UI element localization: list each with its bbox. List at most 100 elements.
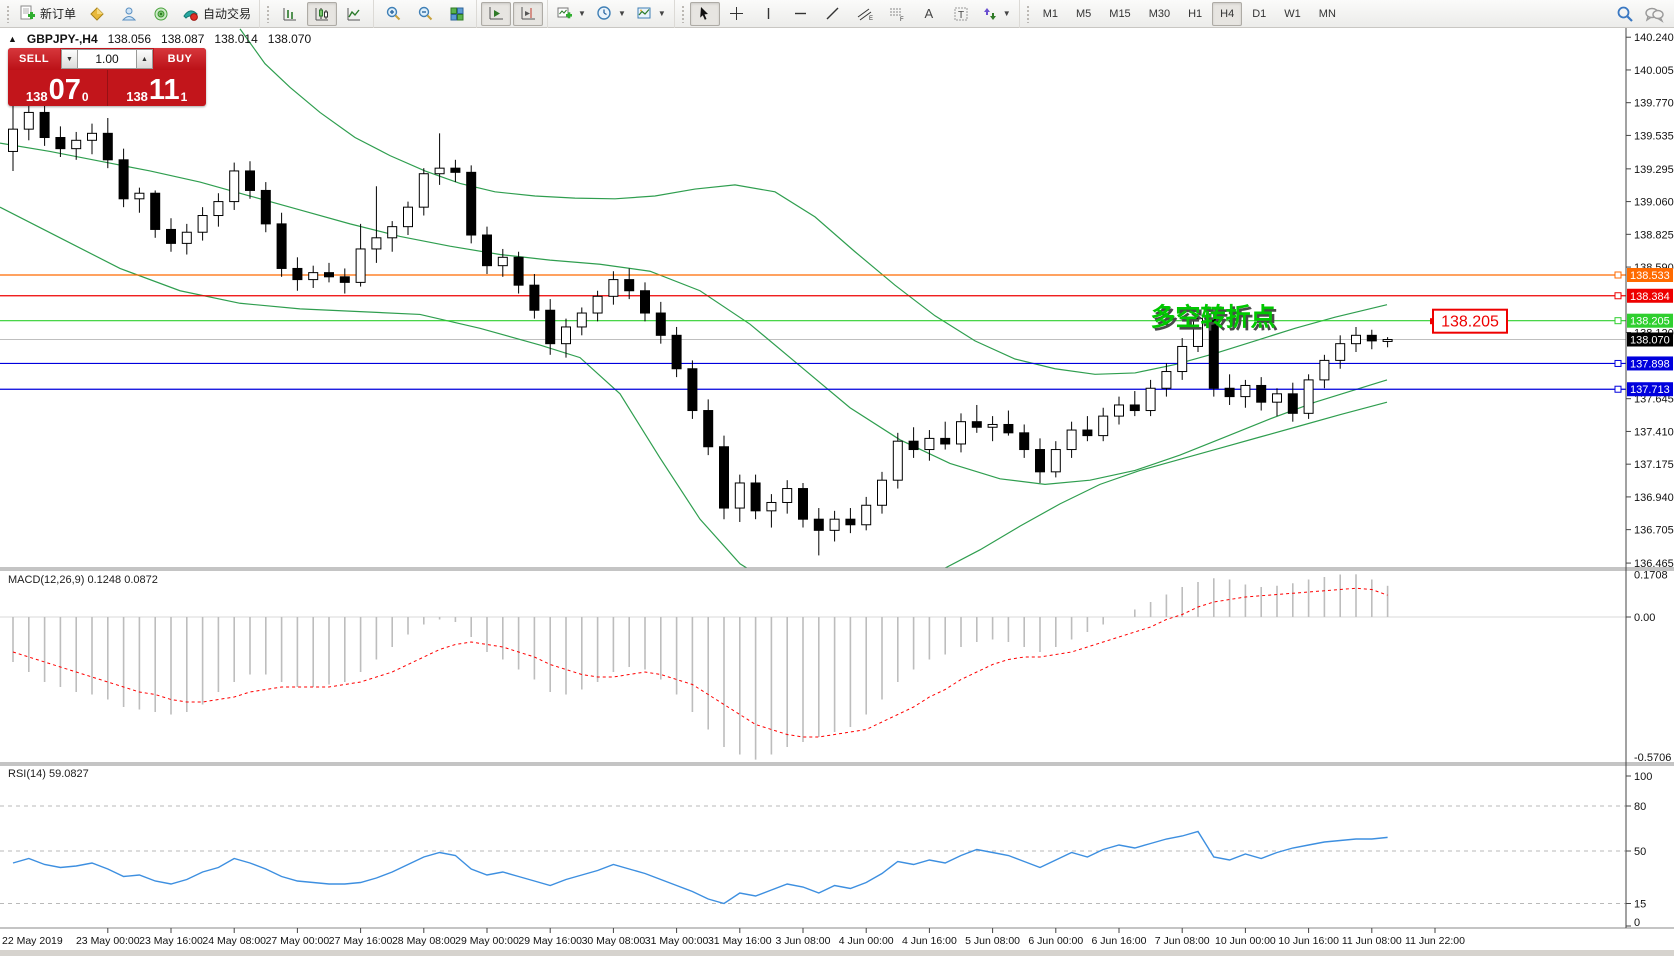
candle	[1319, 359, 1330, 381]
candle	[956, 421, 966, 445]
horizontal-line-button[interactable]	[786, 2, 816, 26]
collapse-triangle-icon[interactable]: ▲	[8, 34, 17, 44]
timeframe-button-d1[interactable]: D1	[1244, 2, 1274, 26]
ask-big-digits: 11	[148, 74, 180, 106]
templates-button[interactable]: ▼	[632, 2, 670, 26]
volume-decrease-button[interactable]: ▼	[61, 49, 78, 69]
line-handle[interactable]	[1614, 359, 1622, 367]
candle	[292, 267, 303, 281]
candle	[118, 159, 129, 200]
level-lines[interactable]	[0, 271, 1626, 393]
candle	[734, 482, 745, 509]
arrows-button[interactable]: ▼	[978, 2, 1015, 26]
candle	[545, 309, 556, 345]
chat-icon[interactable]	[1644, 5, 1664, 23]
periods-button[interactable]: ▼	[592, 2, 630, 26]
candle	[1303, 379, 1314, 414]
vertical-line-button[interactable]	[754, 2, 784, 26]
search-icon[interactable]	[1616, 5, 1634, 23]
indicators-button[interactable]	[82, 2, 112, 26]
line-handle[interactable]	[1614, 385, 1622, 393]
new-chart-button[interactable]: ▼	[552, 2, 590, 26]
candle	[640, 290, 650, 314]
timeframe-label: M1	[1042, 7, 1058, 20]
candle	[260, 189, 271, 225]
text-label-button[interactable]: T	[946, 2, 976, 26]
rsi-title: RSI(14)	[8, 768, 46, 780]
profile-button[interactable]	[114, 2, 144, 26]
candle	[1351, 334, 1361, 345]
zoom-out-icon	[418, 6, 432, 21]
buy-button[interactable]: BUY	[154, 48, 206, 70]
line-handle[interactable]	[1614, 292, 1622, 300]
candle	[8, 128, 18, 152]
candle	[1019, 432, 1030, 451]
candlestick-chart-button[interactable]	[307, 1, 338, 26]
candle	[1177, 345, 1188, 373]
time-axis[interactable]: 22 May 2019 23 May 00:00 23 May 16:00 24 Ma…	[2, 928, 1465, 947]
pane-separators[interactable]	[0, 567, 1674, 929]
timeframe-button-m1[interactable]: M1	[1035, 2, 1066, 26]
price-label-box[interactable]: 138.205	[1430, 308, 1508, 334]
zoom-in-button[interactable]	[378, 2, 408, 26]
timeframe-button-h1[interactable]: H1	[1180, 2, 1210, 26]
line-handle[interactable]	[1614, 271, 1622, 279]
bid-big-digits: 07	[48, 74, 81, 106]
time-label: 4 Jun 00:00	[839, 935, 894, 947]
timeframe-button-m15[interactable]: M15	[1101, 2, 1138, 26]
svg-text:138.205: 138.205	[1630, 316, 1670, 328]
candle	[1161, 371, 1172, 389]
text-button[interactable]: A	[914, 2, 944, 26]
candle	[561, 326, 571, 345]
ohlc-close: 138.070	[267, 32, 312, 46]
volume-input[interactable]: 1.00	[78, 49, 136, 69]
sell-button[interactable]: SELL	[8, 48, 60, 70]
crosshair-icon	[730, 7, 744, 20]
svg-text:138.533: 138.533	[1630, 270, 1670, 282]
line-handle[interactable]	[1614, 317, 1622, 325]
signals-button[interactable]	[146, 2, 176, 26]
bar-chart-icon	[283, 7, 297, 20]
svg-text:0.00: 0.00	[1634, 612, 1655, 624]
bid-price-tile[interactable]: 138 07 0	[8, 70, 108, 106]
autotrading-button[interactable]: 自动交易	[178, 2, 255, 26]
trendline-icon	[826, 7, 839, 20]
cursor-button[interactable]	[689, 1, 720, 26]
timeframe-button-m5[interactable]: M5	[1068, 2, 1099, 26]
bollinger-lower-band	[0, 206, 1388, 568]
new-order-button[interactable]: 新订单	[15, 2, 80, 26]
candle	[324, 272, 334, 278]
svg-text:0.1708: 0.1708	[1634, 569, 1668, 581]
zoom-out-button[interactable]	[410, 2, 440, 26]
timeframe-button-w1[interactable]: W1	[1276, 2, 1309, 26]
channel-button[interactable]: E	[850, 2, 880, 26]
ask-price-tile[interactable]: 138 11 1	[108, 70, 207, 106]
toolbar-group-dropdowns: ▼ ▼ ▼	[547, 0, 674, 28]
time-label: 10 Jun 16:00	[1278, 935, 1339, 947]
vertical-line-icon	[768, 8, 770, 19]
volume-increase-button[interactable]: ▲	[136, 49, 153, 69]
candle	[245, 170, 255, 191]
crosshair-button[interactable]	[722, 2, 752, 26]
timeframe-button-m30[interactable]: M30	[1141, 2, 1178, 26]
auto-scroll-button[interactable]	[481, 1, 512, 26]
candles	[8, 87, 1393, 556]
trendline-button[interactable]	[818, 2, 848, 26]
candle	[1145, 387, 1156, 412]
macd-signal-value: 0.0872	[124, 574, 158, 586]
price-axis[interactable]: 140.240 140.005 139.770 139.535 139.295 139.0…	[1625, 28, 1674, 929]
candle	[1050, 449, 1061, 473]
line-chart-button[interactable]	[339, 2, 369, 26]
chart-shift-button[interactable]	[513, 1, 544, 26]
candle	[1098, 415, 1109, 437]
tile-windows-button[interactable]	[442, 2, 472, 26]
timeframe-button-mn[interactable]: MN	[1311, 2, 1344, 26]
toolbar: 新订单 自动交易	[0, 0, 1674, 28]
timeframe-button-h4[interactable]: H4	[1212, 1, 1243, 26]
bar-chart-button[interactable]	[275, 2, 305, 26]
candle	[403, 206, 413, 228]
candle	[197, 215, 208, 233]
volume-box: ▼ 1.00 ▲	[60, 48, 154, 70]
fibonacci-button[interactable]: F	[882, 2, 912, 26]
